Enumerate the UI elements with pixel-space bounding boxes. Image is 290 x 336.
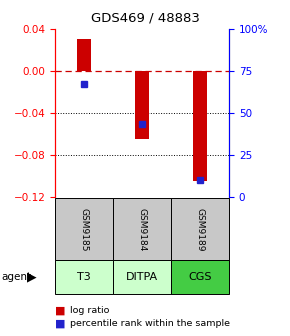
Bar bbox=[135, 71, 149, 139]
Text: CGS: CGS bbox=[188, 272, 212, 282]
Text: log ratio: log ratio bbox=[70, 306, 109, 315]
Text: GSM9185: GSM9185 bbox=[79, 208, 89, 251]
Text: ■: ■ bbox=[55, 306, 66, 316]
Text: percentile rank within the sample: percentile rank within the sample bbox=[70, 319, 230, 328]
Bar bbox=[77, 39, 91, 71]
Text: ▶: ▶ bbox=[26, 271, 36, 284]
Text: GSM9184: GSM9184 bbox=[137, 208, 147, 251]
Text: ■: ■ bbox=[55, 319, 66, 329]
Text: T3: T3 bbox=[77, 272, 91, 282]
Text: GDS469 / 48883: GDS469 / 48883 bbox=[90, 12, 200, 25]
Bar bbox=[193, 71, 207, 181]
Text: GSM9189: GSM9189 bbox=[195, 208, 205, 251]
Text: agent: agent bbox=[1, 272, 32, 282]
Text: DITPA: DITPA bbox=[126, 272, 158, 282]
